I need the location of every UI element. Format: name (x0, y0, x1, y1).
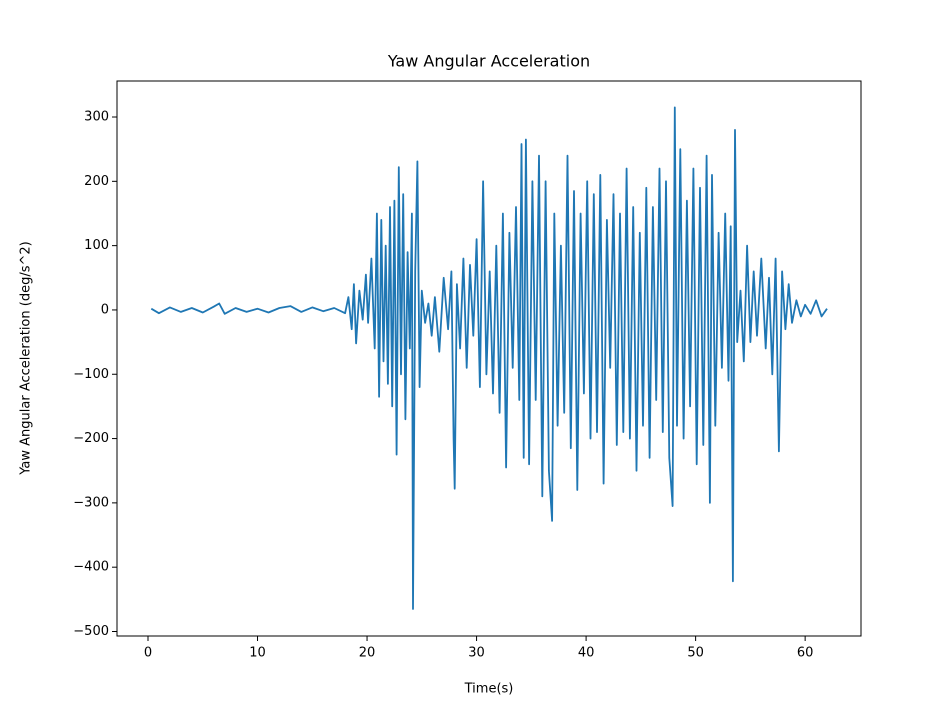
x-tick-label: 50 (687, 646, 704, 661)
y-tick-label: −500 (73, 624, 109, 639)
y-tick-label: 0 (101, 302, 109, 317)
data-line (150, 106, 828, 610)
y-tick-label: −300 (73, 495, 109, 510)
x-axis-label: Time(s) (464, 682, 514, 697)
plot-frame (116, 80, 862, 637)
y-tick-label: 200 (84, 174, 109, 189)
y-tick-label: −400 (73, 560, 109, 575)
x-tick-label: 60 (797, 646, 814, 661)
y-tick-label: 300 (84, 110, 109, 125)
x-tick-label: 40 (578, 646, 595, 661)
y-tick-label: −100 (73, 367, 109, 382)
x-tick-label: 10 (249, 646, 266, 661)
x-tick-label: 30 (468, 646, 485, 661)
chart-title: Yaw Angular Acceleration (387, 52, 590, 71)
x-tick-label: 0 (144, 646, 152, 661)
x-tick-label: 20 (359, 646, 376, 661)
y-tick-label: 100 (84, 238, 109, 253)
y-axis-label: Yaw Angular Acceleration (deg/s^2) (19, 241, 34, 475)
y-tick-label: −200 (73, 431, 109, 446)
